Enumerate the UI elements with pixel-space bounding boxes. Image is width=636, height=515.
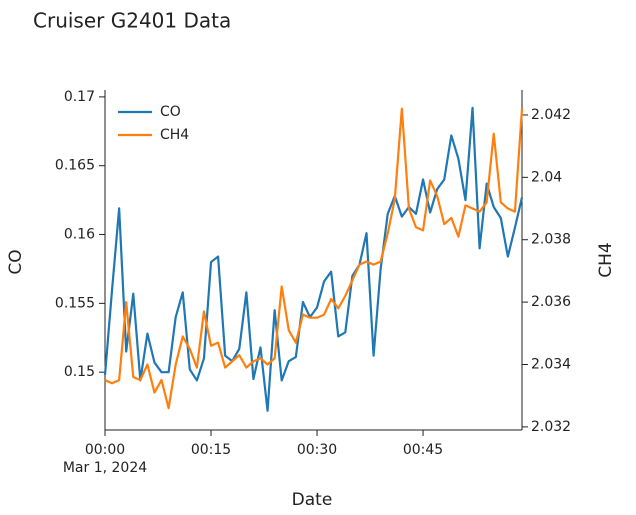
x-axis-label: Date	[292, 490, 333, 510]
y2-tick-label: 2.042	[531, 107, 571, 123]
legend-label: CO	[160, 104, 181, 120]
y2-tick-label: 2.034	[531, 356, 571, 372]
y2-axis-label: CH4	[596, 242, 616, 277]
chart-title: Cruiser G2401 Data	[33, 9, 231, 33]
y2-tick-label: 2.038	[531, 232, 571, 248]
y-axis-label: CO	[6, 249, 26, 274]
y-tick-label: 0.16	[64, 227, 95, 243]
x-tick-label: 00:45	[403, 442, 443, 458]
y2-tick-label: 2.032	[531, 419, 571, 435]
x-tick-label: 00:15	[191, 442, 231, 458]
x-date-label: Mar 1, 2024	[63, 460, 147, 476]
series-line	[103, 106, 524, 412]
legend-label: CH4	[160, 127, 189, 143]
y-tick-label: 0.165	[55, 158, 95, 174]
y2-tick-label: 2.036	[531, 294, 571, 310]
y-tick-label: 0.15	[64, 364, 95, 380]
x-tick-label: 00:30	[297, 442, 337, 458]
y-tick-label: 0.155	[55, 295, 95, 311]
y2-tick-label: 2.04	[531, 169, 562, 185]
y-tick-label: 0.17	[64, 89, 95, 105]
series-line	[104, 107, 524, 410]
x-tick-label: 00:00	[85, 442, 125, 458]
